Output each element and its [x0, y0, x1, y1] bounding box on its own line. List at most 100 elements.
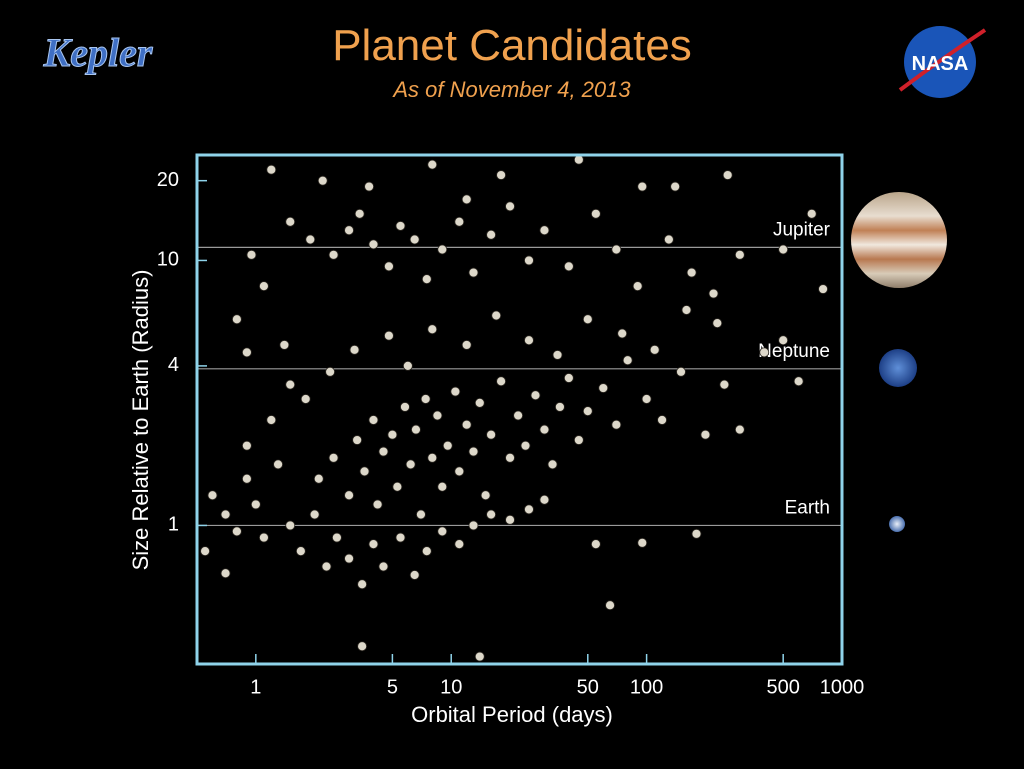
data-point: [420, 394, 431, 404]
data-point: [432, 410, 443, 421]
data-point: [411, 424, 421, 435]
data-point: [524, 255, 534, 266]
data-point: [421, 274, 432, 285]
data-point: [349, 344, 360, 355]
data-point: [295, 546, 306, 557]
data-point: [468, 446, 479, 457]
data-point: [539, 494, 550, 505]
data-point: [759, 347, 770, 358]
data-point: [524, 335, 534, 346]
data-point: [778, 335, 789, 346]
data-point: [384, 261, 394, 272]
data-point: [563, 261, 574, 272]
data-point: [328, 452, 339, 463]
neptune-image: [879, 349, 917, 387]
data-point: [520, 440, 531, 451]
y-tick-label: 1: [168, 514, 179, 536]
data-point: [266, 164, 277, 175]
data-point: [405, 459, 416, 470]
data-point: [649, 344, 660, 355]
data-point: [378, 446, 389, 457]
data-point: [241, 473, 252, 484]
data-point: [442, 440, 453, 451]
data-point: [344, 490, 354, 501]
data-point: [250, 499, 261, 510]
data-point: [409, 234, 420, 245]
y-axis-label: Size Relative to Earth (Radius): [128, 270, 153, 571]
nasa-logo-swoosh: [898, 28, 987, 92]
data-point: [505, 452, 515, 463]
data-point: [357, 641, 368, 652]
data-point: [496, 170, 506, 180]
data-point: [474, 651, 485, 662]
data-point: [582, 314, 593, 325]
data-point: [266, 415, 277, 425]
chart-subtitle: As of November 4, 2013: [391, 77, 631, 102]
x-tick-label: 1000: [820, 676, 865, 698]
data-point: [611, 419, 622, 430]
data-point: [539, 225, 550, 236]
data-point: [632, 281, 643, 292]
x-tick-label: 100: [630, 676, 663, 698]
data-point: [328, 249, 339, 260]
data-point: [818, 284, 828, 294]
data-point: [806, 208, 817, 219]
data-point: [207, 490, 218, 501]
data-point: [496, 376, 506, 387]
data-point: [734, 424, 745, 435]
data-point: [605, 600, 615, 611]
data-point: [354, 208, 365, 219]
data-point: [368, 239, 379, 250]
data-point: [372, 499, 383, 510]
data-point: [552, 350, 563, 360]
data-point: [617, 328, 628, 339]
data-point: [285, 216, 296, 227]
data-point: [778, 244, 789, 255]
data-point: [273, 459, 283, 470]
data-point: [395, 532, 406, 543]
data-point: [491, 310, 502, 321]
data-point: [246, 249, 257, 260]
data-point: [421, 546, 432, 557]
data-point: [700, 429, 711, 440]
data-point: [305, 234, 316, 245]
data-point: [344, 553, 354, 564]
data-point: [454, 466, 465, 477]
data-point: [590, 539, 601, 550]
data-point: [427, 324, 438, 335]
data-point: [468, 520, 479, 531]
data-point: [539, 424, 550, 435]
data-point: [325, 366, 336, 377]
data-point: [468, 267, 479, 278]
data-point: [734, 249, 745, 260]
data-point: [437, 244, 448, 255]
data-point: [486, 229, 496, 240]
data-point: [220, 509, 231, 520]
data-point: [409, 570, 420, 580]
data-point: [486, 509, 496, 520]
data-point: [400, 402, 410, 412]
y-tick-label: 20: [157, 169, 179, 191]
data-point: [437, 481, 448, 492]
data-point: [359, 466, 370, 477]
data-point: [259, 532, 269, 543]
data-point: [300, 394, 311, 404]
data-point: [313, 473, 324, 484]
data-point: [505, 514, 515, 525]
data-point: [200, 546, 210, 557]
x-tick-label: 1: [250, 676, 261, 698]
kepler-logo: Kepler: [43, 30, 153, 75]
data-point: [474, 398, 485, 408]
x-tick-label: 50: [577, 676, 599, 698]
data-point: [686, 267, 697, 278]
data-point: [357, 579, 368, 590]
reference-label: Earth: [785, 497, 830, 518]
data-point: [241, 440, 252, 451]
data-point: [437, 526, 448, 537]
data-point: [332, 532, 342, 543]
x-tick-label: 5: [387, 676, 398, 698]
data-point: [670, 181, 681, 192]
x-axis-label: Orbital Period (days): [411, 702, 613, 727]
y-tick-label: 10: [157, 249, 179, 271]
